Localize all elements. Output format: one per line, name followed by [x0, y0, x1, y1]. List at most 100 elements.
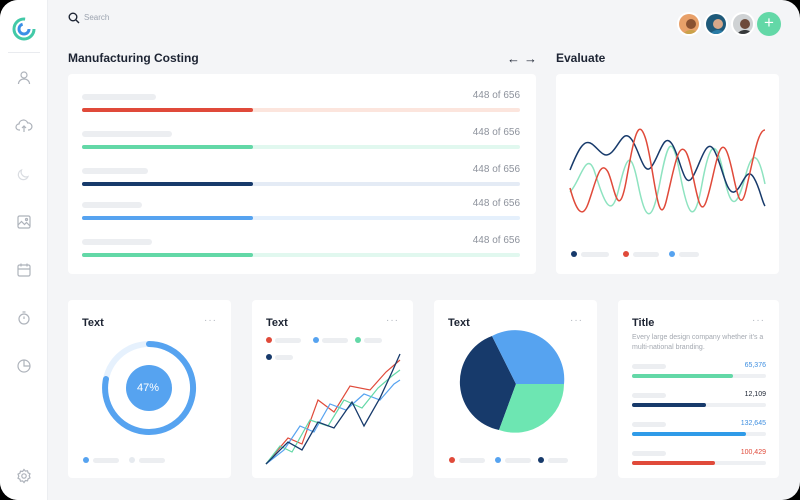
- add-button[interactable]: +: [757, 12, 781, 36]
- progress-row: 448 of 656: [82, 90, 520, 124]
- legend-placeholder: [633, 252, 659, 257]
- sidebar: [0, 0, 48, 500]
- wave-series-navy: [569, 134, 766, 207]
- stat-value: 12,109: [744, 391, 766, 398]
- line-chart: [265, 353, 401, 465]
- app-logo[interactable]: [12, 17, 36, 41]
- progress-row: 448 of 656: [82, 198, 520, 232]
- progress-fill: [82, 145, 253, 149]
- legend-dot: [571, 251, 577, 257]
- label-placeholder: [632, 393, 666, 398]
- line-series-red: [265, 359, 401, 465]
- legend-placeholder: [364, 338, 382, 343]
- more-options-icon[interactable]: ···: [752, 315, 765, 326]
- stat-row: 100,429: [632, 449, 766, 469]
- progress-count: 448 of 656: [472, 235, 520, 246]
- image-icon[interactable]: [15, 213, 33, 231]
- search-input[interactable]: Search: [84, 13, 110, 22]
- progress-track: [82, 182, 520, 186]
- donut-card: Text ··· 47%: [68, 300, 231, 478]
- stat-value: 100,429: [740, 449, 766, 456]
- stat-track: [632, 461, 766, 465]
- label-placeholder: [632, 451, 666, 456]
- donut-percent: 47%: [136, 382, 160, 394]
- wave-series-red: [569, 128, 766, 213]
- legend-placeholder: [275, 338, 301, 343]
- legend-dot: [623, 251, 629, 257]
- card-title: Title: [632, 317, 655, 329]
- legend-placeholder: [459, 458, 485, 463]
- stat-fill: [632, 374, 733, 378]
- label-placeholder: [632, 364, 666, 369]
- progress-fill: [82, 253, 253, 257]
- cloud-upload-icon[interactable]: [15, 117, 33, 135]
- progress-count: 448 of 656: [472, 90, 520, 101]
- sidebar-divider: [8, 52, 40, 53]
- timer-icon[interactable]: [15, 309, 33, 327]
- avatar[interactable]: [731, 12, 755, 36]
- section-title-manufacturing: Manufacturing Costing: [68, 51, 199, 65]
- card-title: Text: [82, 317, 104, 329]
- legend-placeholder: [581, 252, 609, 257]
- stat-row: 65,376: [632, 362, 766, 382]
- stat-value: 132,645: [740, 420, 766, 427]
- calendar-icon[interactable]: [15, 261, 33, 279]
- progress-count: 448 of 656: [472, 127, 520, 138]
- progress-row: 448 of 656: [82, 235, 520, 269]
- donut-chart: [102, 341, 197, 435]
- wave-chart: [569, 128, 766, 215]
- arrow-left-icon[interactable]: ←: [507, 51, 520, 66]
- progress-track: [82, 108, 520, 112]
- line-series-green: [265, 369, 401, 465]
- label-placeholder: [632, 422, 666, 427]
- label-placeholder: [82, 239, 152, 245]
- stat-row: 132,645: [632, 420, 766, 440]
- legend-placeholder: [139, 458, 165, 463]
- more-options-icon[interactable]: ···: [570, 315, 583, 326]
- pie-chart-icon[interactable]: [15, 357, 33, 375]
- donut-center: [126, 365, 172, 411]
- more-options-icon[interactable]: ···: [204, 315, 217, 326]
- manufacturing-card: 448 of 656 448 of 656 448 of 656 448 of …: [68, 74, 536, 274]
- moon-icon[interactable]: [15, 165, 33, 183]
- stat-track: [632, 403, 766, 407]
- user-icon[interactable]: [15, 69, 33, 87]
- legend-dot: [83, 457, 89, 463]
- card-title: Text: [266, 317, 288, 329]
- progress-track: [82, 253, 520, 257]
- stats-card: Title ··· Every large design company whe…: [618, 300, 779, 478]
- card-title: Text: [448, 317, 470, 329]
- progress-row: 448 of 656: [82, 127, 520, 161]
- progress-track: [82, 145, 520, 149]
- progress-fill: [82, 108, 253, 112]
- settings-icon[interactable]: [15, 467, 33, 485]
- legend-dot: [266, 337, 272, 343]
- legend-dot: [129, 457, 135, 463]
- legend-dot: [538, 457, 544, 463]
- line-series-blue: [265, 379, 401, 465]
- avatar[interactable]: [677, 12, 701, 36]
- pie-slice-blue: [492, 330, 565, 384]
- legend-placeholder: [93, 458, 119, 463]
- legend-dot: [355, 337, 361, 343]
- wave-series-green: [569, 145, 766, 215]
- legend-placeholder: [322, 338, 348, 343]
- avatar[interactable]: [704, 12, 728, 36]
- legend-placeholder: [679, 252, 699, 257]
- legend-dot: [669, 251, 675, 257]
- label-placeholder: [82, 94, 156, 100]
- donut-progress-arc: [102, 341, 197, 435]
- stat-row: 12,109: [632, 391, 766, 411]
- legend-dot: [313, 337, 319, 343]
- stat-track: [632, 432, 766, 436]
- legend-dot: [449, 457, 455, 463]
- evaluate-card: [556, 74, 779, 274]
- line-series-navy: [265, 353, 401, 465]
- search-icon[interactable]: [68, 12, 80, 24]
- more-options-icon[interactable]: ···: [386, 315, 399, 326]
- label-placeholder: [82, 202, 142, 208]
- progress-fill: [82, 182, 253, 186]
- arrow-right-icon[interactable]: →: [524, 51, 537, 66]
- progress-count: 448 of 656: [472, 164, 520, 175]
